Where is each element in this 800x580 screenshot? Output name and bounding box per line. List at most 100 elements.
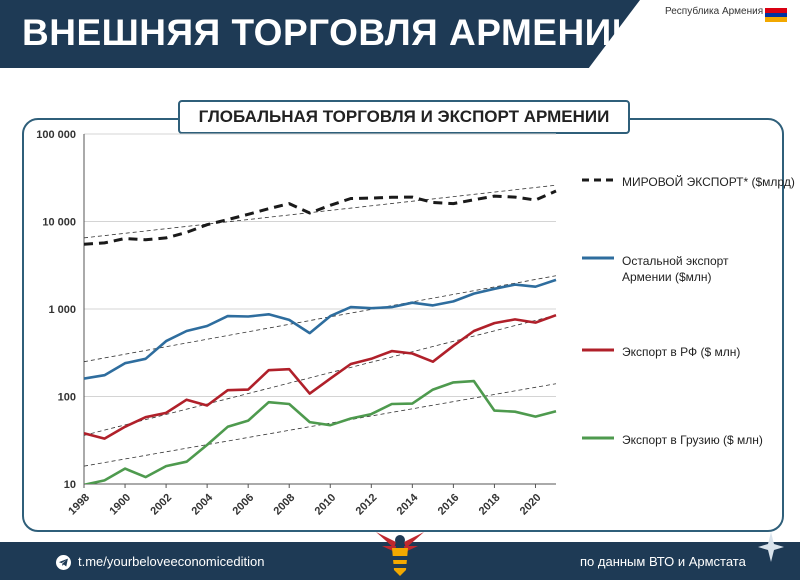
data-point-georgia: [288, 403, 290, 405]
data-point-rf: [165, 412, 167, 414]
data-point-georgia: [329, 424, 331, 426]
data-point-world: [473, 199, 475, 201]
x-tick-label: 2020: [518, 492, 544, 518]
chart-title: ГЛОБАЛЬНАЯ ТОРГОВЛЯ И ЭКСПОРТ АРМЕНИИ: [178, 100, 630, 134]
data-point-world: [206, 223, 208, 225]
data-point-rest: [103, 374, 105, 376]
data-point-georgia: [534, 415, 536, 417]
bee-logo-icon: [376, 532, 424, 576]
legend-label-georgia: Экспорт в Грузию ($ млн): [622, 433, 763, 447]
data-point-rest: [534, 285, 536, 287]
data-point-georgia: [226, 426, 228, 428]
data-point-world: [185, 231, 187, 233]
data-point-rf: [288, 368, 290, 370]
data-point-rf: [267, 369, 269, 371]
data-point-world: [452, 202, 454, 204]
data-point-rf: [185, 398, 187, 400]
data-point-rf: [329, 377, 331, 379]
data-point-world: [329, 204, 331, 206]
flag-stripe-orange: [765, 17, 787, 22]
data-point-world: [514, 196, 516, 198]
data-point-georgia: [309, 421, 311, 423]
data-point-rest: [370, 307, 372, 309]
y-tick-label: 10: [64, 479, 76, 491]
data-point-world: [534, 199, 536, 201]
data-point-rf: [432, 360, 434, 362]
x-tick-label: 2014: [395, 491, 421, 517]
data-point-georgia: [370, 413, 372, 415]
data-point-georgia: [391, 403, 393, 405]
data-point-rf: [514, 318, 516, 320]
data-point-rest: [514, 283, 516, 285]
data-point-rf: [452, 345, 454, 347]
data-point-world: [103, 242, 105, 244]
telegram-icon[interactable]: [56, 555, 71, 570]
data-point-world: [165, 237, 167, 239]
data-point-georgia: [247, 419, 249, 421]
data-point-georgia: [103, 479, 105, 481]
data-point-rf: [411, 352, 413, 354]
data-point-rf: [350, 363, 352, 365]
data-point-georgia: [452, 381, 454, 383]
data-point-georgia: [144, 476, 146, 478]
data-point-georgia: [350, 417, 352, 419]
data-point-rest: [350, 306, 352, 308]
data-point-world: [350, 197, 352, 199]
data-point-rest: [411, 302, 413, 304]
flag-stripe-red: [765, 8, 787, 13]
data-point-world: [226, 218, 228, 220]
x-tick-label: 1900: [107, 492, 133, 518]
data-point-georgia: [165, 465, 167, 467]
data-point-world: [288, 202, 290, 204]
data-point-rf: [370, 358, 372, 360]
data-point-rest: [124, 362, 126, 364]
data-point-georgia: [473, 380, 475, 382]
data-point-georgia: [267, 401, 269, 403]
x-tick-label: 2012: [354, 492, 380, 518]
data-point-world: [432, 201, 434, 203]
data-point-rest: [206, 325, 208, 327]
legend-label-world: МИРОВОЙ ЭКСПОРТ* ($млрд): [622, 175, 795, 189]
y-tick-label: 10 000: [42, 217, 76, 229]
data-point-world: [309, 212, 311, 214]
data-point-rest: [391, 306, 393, 308]
data-point-rest: [452, 300, 454, 302]
x-tick-label: 2006: [230, 492, 256, 518]
flag-stripe-blue: [765, 12, 787, 18]
data-point-world: [267, 208, 269, 210]
data-point-world: [370, 197, 372, 199]
x-tick-label: 2002: [148, 492, 174, 518]
data-point-georgia: [124, 467, 126, 469]
data-point-georgia: [514, 411, 516, 413]
data-point-rest: [288, 319, 290, 321]
trendline-world: [84, 184, 557, 239]
data-point-world: [124, 237, 126, 239]
data-point-world: [391, 196, 393, 198]
data-point-rest: [493, 288, 495, 290]
data-point-rf: [144, 416, 146, 418]
data-point-rest: [555, 279, 557, 281]
page-title: ВНЕШНЯЯ ТОРГОВЛЯ АРМЕНИИ: [22, 12, 639, 53]
x-tick-label: 1998: [66, 492, 92, 518]
data-point-rf: [391, 350, 393, 352]
data-point-georgia: [493, 409, 495, 411]
data-point-rest: [432, 304, 434, 306]
data-point-rf: [473, 330, 475, 332]
data-point-rest: [83, 377, 85, 379]
y-tick-label: 100: [58, 392, 76, 404]
data-point-world: [247, 213, 249, 215]
data-point-rest: [226, 315, 228, 317]
sparkle-icon: [758, 532, 784, 562]
source-note: по данным ВТО и Армстата: [580, 554, 746, 569]
data-point-world: [83, 243, 85, 245]
data-point-rf: [247, 388, 249, 390]
data-point-rest: [473, 292, 475, 294]
series-line-rf: [84, 313, 557, 440]
data-point-rf: [83, 432, 85, 434]
series-line-world: [84, 189, 557, 246]
telegram-link[interactable]: t.me/yourbeloveeconomicedition: [78, 554, 265, 569]
data-point-world: [493, 195, 495, 197]
data-point-rf: [534, 321, 536, 323]
y-tick-label: 1 000: [48, 304, 76, 316]
